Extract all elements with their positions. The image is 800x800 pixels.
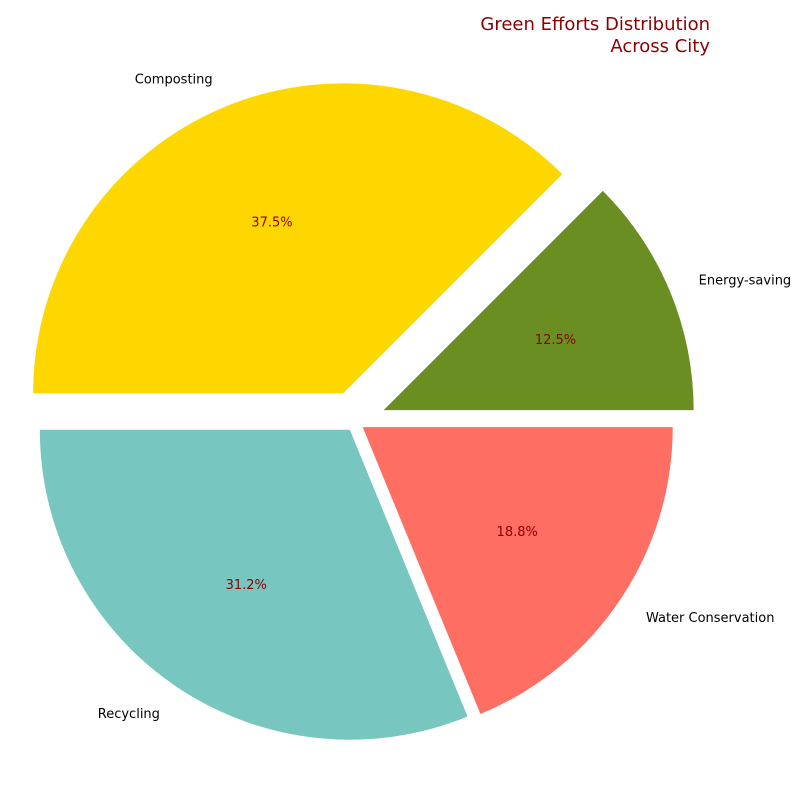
pie-slice-composting: [33, 83, 563, 394]
slice-percent-composting: 37.5%: [251, 216, 292, 231]
pie-slice-energy-saving: [383, 190, 694, 411]
pie-labels: Energy-saving 12.5% Composting 37.5% Recycli…: [98, 72, 791, 722]
chart-title-line-1: Green Efforts Distribution: [480, 14, 710, 35]
slice-label-composting: Composting: [135, 72, 213, 87]
slice-percent-energy-saving: 12.5%: [535, 333, 576, 348]
pie-slice-water-conservation: [362, 427, 673, 714]
slice-label-water-conservation: Water Conservation: [646, 611, 775, 626]
slice-label-energy-saving: Energy-saving: [699, 274, 792, 289]
pie-slices: [33, 83, 694, 740]
slice-percent-recycling: 31.2%: [226, 578, 267, 593]
pie-slice-recycling: [39, 429, 468, 740]
slice-percent-water-conservation: 18.8%: [497, 525, 538, 540]
slice-label-recycling: Recycling: [98, 707, 160, 722]
chart-title-line-2: Across City: [610, 36, 710, 57]
